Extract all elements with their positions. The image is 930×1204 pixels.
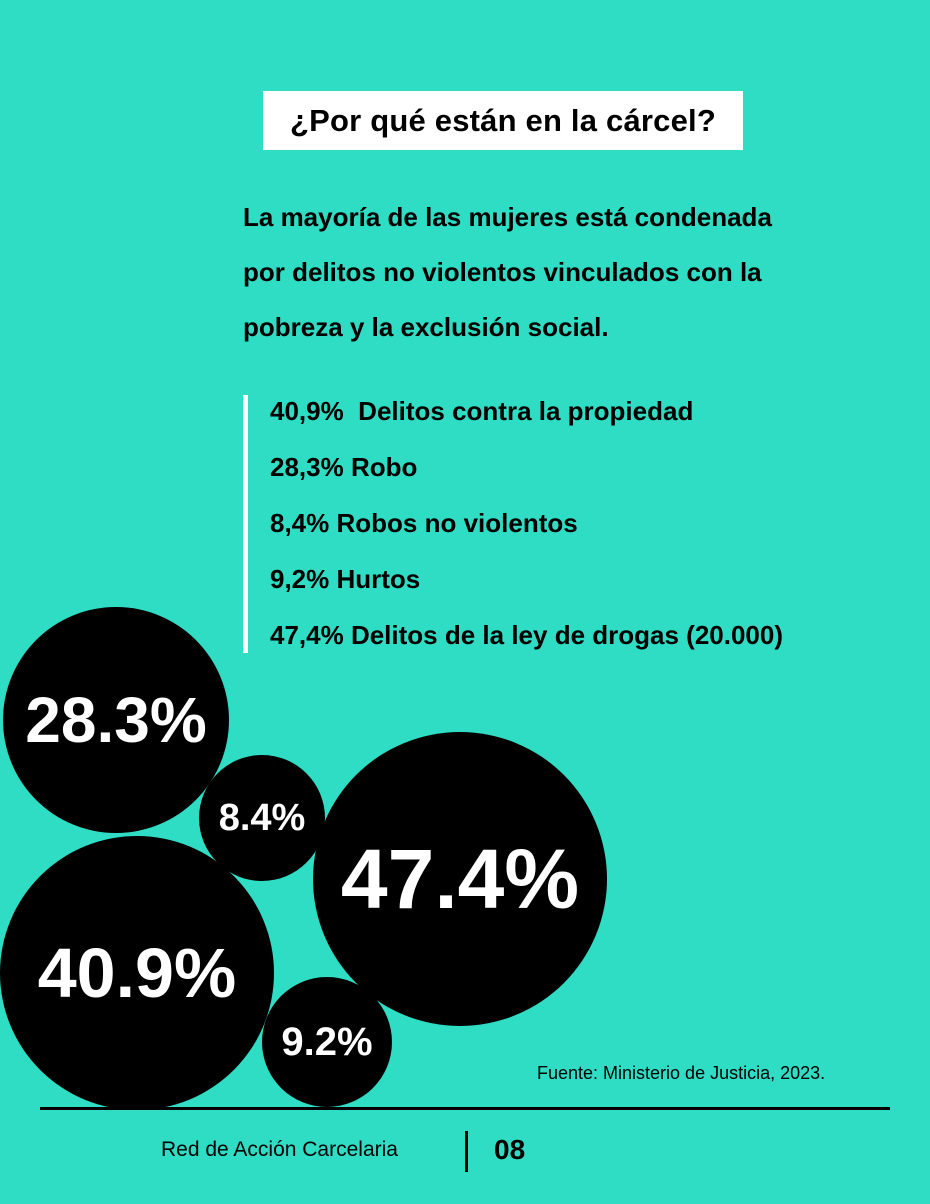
intro-paragraph: La mayoría de las mujeres está condenada…	[243, 190, 883, 355]
footer-separator	[465, 1131, 468, 1172]
bubble-propiedad: 40.9%	[0, 836, 274, 1110]
bubble-label: 9.2%	[281, 1019, 373, 1064]
bubble-label: 8.4%	[218, 796, 306, 839]
stat-item-robos-no-violentos: 8,4% Robos no violentos	[270, 508, 578, 538]
bubble-robos-no-violentos: 8.4%	[199, 755, 325, 881]
footer-rule	[40, 1107, 890, 1110]
intro-line: La mayoría de las mujeres está condenada	[243, 202, 772, 232]
footer-organization: Red de Acción Carcelaria	[161, 1138, 398, 1161]
stat-item-propiedad: 40,9% Delitos contra la propiedad	[270, 396, 694, 426]
title-box: ¿Por qué están en la cárcel?	[263, 91, 743, 150]
stat-item-robo: 28,3% Robo	[270, 452, 418, 482]
source-note: Fuente: Ministerio de Justicia, 2023.	[537, 1063, 826, 1083]
intro-line: por delitos no violentos vinculados con …	[243, 257, 762, 287]
bubble-label: 28.3%	[25, 684, 207, 756]
intro-line: pobreza y la exclusión social.	[243, 312, 609, 342]
stats-accent-bar	[243, 395, 248, 653]
bubble-label: 47.4%	[340, 831, 580, 926]
page-number: 08	[494, 1134, 526, 1165]
stats-list: 40,9% Delitos contra la propiedad 28,3% …	[270, 385, 783, 665]
page-title: ¿Por qué están en la cárcel?	[290, 102, 716, 138]
bubble-drogas: 47.4%	[313, 732, 607, 1026]
bubble-hurtos: 9.2%	[262, 977, 392, 1107]
bubble-robo: 28.3%	[3, 607, 229, 833]
stat-item-hurtos: 9,2% Hurtos	[270, 564, 421, 594]
bubble-label: 40.9%	[37, 934, 237, 1012]
stat-item-drogas: 47,4% Delitos de la ley de drogas (20.00…	[270, 620, 784, 650]
